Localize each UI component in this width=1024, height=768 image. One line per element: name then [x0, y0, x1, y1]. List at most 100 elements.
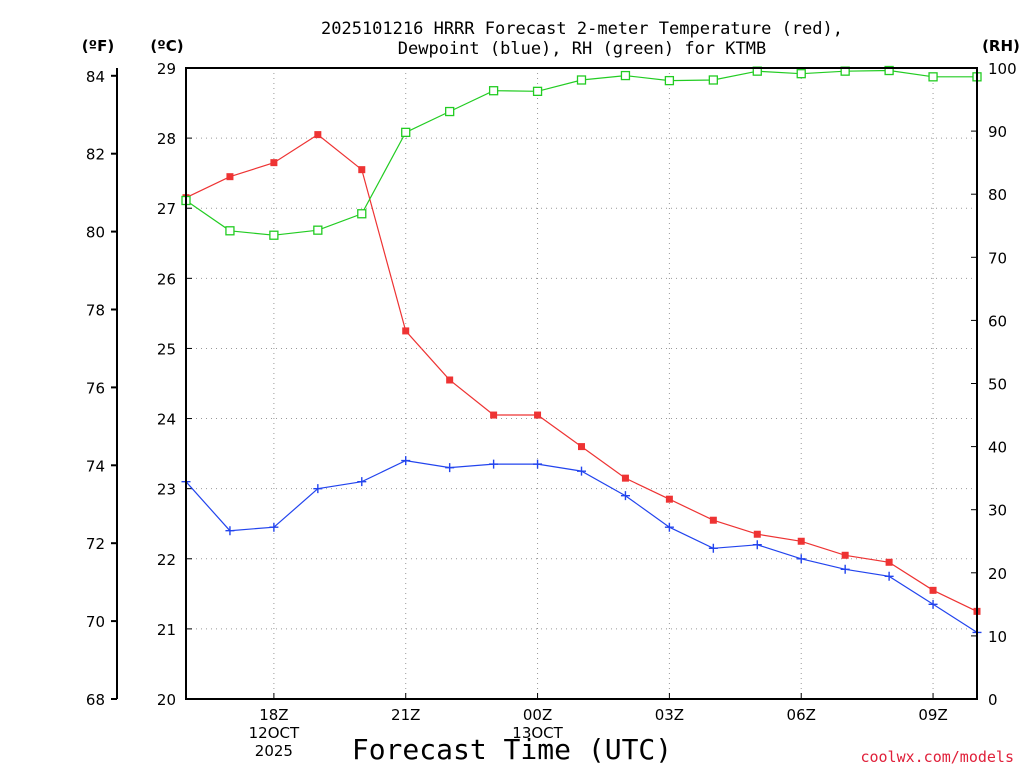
temperature-point: [621, 474, 629, 482]
fahrenheit-tick-label: 74: [86, 457, 105, 475]
dewpoint-point: [489, 459, 499, 469]
celsius-tick-label: 27: [157, 200, 176, 218]
dewpoint-point: [620, 491, 630, 501]
x-tick-label: 06Z: [787, 706, 816, 724]
rh-point: [884, 65, 894, 76]
rh-point: [225, 226, 235, 236]
celsius-tick-label: 24: [157, 411, 176, 429]
celsius-tick-label: 25: [157, 340, 176, 358]
rh-point: [928, 72, 938, 82]
rh-point: [357, 209, 367, 219]
dewpoint-point: [577, 466, 586, 476]
dewpoint-point: [401, 456, 411, 466]
plot-frame: [185, 67, 978, 700]
rh-axis-label: (RH): [982, 37, 1020, 55]
x-tick-label: 2025: [255, 742, 293, 760]
temperature-point: [534, 411, 542, 419]
temperature-point: [490, 411, 498, 419]
rh-point: [445, 106, 455, 117]
temperature-point: [929, 586, 937, 594]
x-tick-label: 13OCT: [512, 724, 563, 742]
rh-tick-label: 0: [988, 691, 998, 709]
rh-tick-label: 100: [988, 60, 1017, 78]
rh-tick-label: 70: [988, 249, 1007, 267]
temperature-point: [402, 327, 410, 335]
celsius-tick-label: 20: [157, 691, 176, 709]
fahrenheit-tick-label: 78: [86, 301, 105, 319]
rh-point: [708, 75, 718, 85]
dewpoint-point: [225, 526, 235, 536]
temperature-point: [797, 537, 805, 545]
credit-text: coolwx.com/models: [860, 748, 1014, 766]
celsius-tick-label: 22: [157, 551, 176, 569]
fahrenheit-tick-label: 76: [86, 379, 105, 397]
temperature-point: [270, 159, 278, 167]
dewpoint-point: [533, 459, 543, 469]
temperature-point: [578, 443, 585, 451]
rh-tick-label: 10: [988, 628, 1007, 646]
rh-point: [576, 75, 587, 85]
dewpoint-point: [269, 522, 279, 532]
dewpoint-point: [928, 599, 938, 609]
x-tick-label: 03Z: [655, 706, 684, 724]
fahrenheit-tick-label: 72: [86, 535, 105, 553]
chart-title-line1: 2025101216 HRRR Forecast 2-meter Tempera…: [321, 19, 843, 39]
temperature-point: [753, 530, 761, 538]
rh-tick-label: 90: [988, 123, 1007, 141]
dewpoint-point: [708, 543, 718, 553]
fahrenheit-tick-label: 84: [86, 68, 105, 86]
dewpoint-point: [313, 484, 323, 494]
temperature-point: [665, 495, 673, 503]
grid-layer: [186, 68, 977, 699]
rh-point: [488, 86, 499, 96]
fahrenheit-tick-label: 80: [86, 224, 105, 242]
dewpoint-point: [840, 564, 850, 574]
rh-point: [532, 86, 543, 96]
x-tick-label: 18Z: [259, 706, 288, 724]
celsius-tick-label: 26: [157, 270, 176, 288]
celsius-tick-label: 23: [157, 481, 176, 499]
celsius-tick-label: 28: [157, 130, 176, 148]
rh-point: [620, 70, 631, 81]
temperature-point: [841, 551, 849, 559]
temperature-point: [314, 131, 322, 139]
dewpoint-point: [357, 477, 367, 487]
fahrenheit-tick-label: 70: [86, 613, 105, 631]
x-axis-title: Forecast Time (UTC): [352, 733, 672, 766]
rh-point: [664, 75, 675, 86]
rh-point: [269, 230, 279, 240]
rh-tick-label: 20: [988, 565, 1007, 583]
fahrenheit-axis-label: (ºF): [82, 37, 114, 55]
temperature-point: [446, 376, 454, 384]
dewpoint-point: [796, 554, 806, 564]
temperature-point: [226, 173, 234, 181]
celsius-tick-label: 21: [157, 621, 176, 639]
temperature-point: [709, 516, 717, 524]
rh-tick-label: 60: [988, 312, 1007, 330]
celsius-axis-label: (ºC): [150, 37, 183, 55]
x-tick-label: 21Z: [391, 706, 420, 724]
x-tick-label: 00Z: [523, 706, 552, 724]
dewpoint-point: [445, 463, 455, 473]
rh-point: [313, 225, 323, 235]
rh-tick-label: 40: [988, 439, 1007, 457]
celsius-tick-label: 29: [157, 60, 176, 78]
rh-point: [401, 127, 411, 138]
x-tick-label: 12OCT: [249, 724, 300, 742]
fahrenheit-tick-label: 68: [86, 691, 105, 709]
temperature-point: [885, 558, 893, 566]
chart-title-line2: Dewpoint (blue), RH (green) for KTMB: [398, 39, 766, 59]
x-tick-label: 09Z: [918, 706, 947, 724]
rh-tick-label: 80: [988, 186, 1007, 204]
temperature-point: [358, 166, 366, 174]
rh-point: [796, 69, 806, 79]
dewpoint-point: [884, 571, 894, 581]
fahrenheit-tick-label: 82: [86, 146, 105, 164]
dewpoint-point: [752, 540, 762, 550]
dewpoint-point: [664, 522, 674, 532]
rh-tick-label: 50: [988, 376, 1007, 394]
rh-tick-label: 30: [988, 502, 1007, 520]
